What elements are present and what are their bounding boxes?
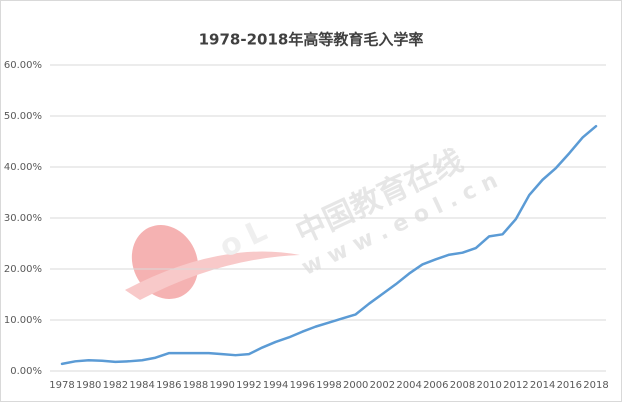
x-tick-label: 2010 bbox=[476, 380, 501, 391]
x-tick-label: 1996 bbox=[290, 380, 315, 391]
x-tick-label: 1986 bbox=[156, 380, 181, 391]
x-tick-label: 2016 bbox=[557, 380, 582, 391]
x-tick-label: 2008 bbox=[450, 380, 475, 391]
x-tick-label: 2004 bbox=[396, 380, 421, 391]
x-tick-label: 2018 bbox=[583, 380, 608, 391]
chart-title: 1978-2018年高等教育毛入学率 bbox=[199, 31, 424, 49]
x-tick-label: 1992 bbox=[236, 380, 261, 391]
x-tick-label: 1982 bbox=[103, 380, 128, 391]
x-tick-label: 2012 bbox=[503, 380, 528, 391]
x-tick-label: 1984 bbox=[129, 380, 154, 391]
x-tick-label: 1994 bbox=[263, 380, 288, 391]
x-tick-label: 1988 bbox=[183, 380, 208, 391]
x-tick-label: 2000 bbox=[343, 380, 368, 391]
y-tick-label: 20.00% bbox=[4, 264, 42, 275]
y-tick-label: 40.00% bbox=[4, 162, 42, 173]
y-tick-label: 0.00% bbox=[10, 366, 42, 377]
x-tick-label: 2002 bbox=[370, 380, 395, 391]
y-tick-label: 50.00% bbox=[4, 111, 42, 122]
watermark-logo: o L bbox=[125, 213, 300, 300]
x-tick-label: 2014 bbox=[530, 380, 555, 391]
x-tick-label: 1980 bbox=[76, 380, 101, 391]
y-tick-label: 60.00% bbox=[4, 60, 42, 71]
y-tick-label: 30.00% bbox=[4, 213, 42, 224]
x-tick-label: 1998 bbox=[316, 380, 341, 391]
x-tick-label: 1990 bbox=[209, 380, 234, 391]
x-tick-label: 2006 bbox=[423, 380, 448, 391]
y-tick-label: 10.00% bbox=[4, 315, 42, 326]
x-tick-label: 1978 bbox=[49, 380, 74, 391]
data-line bbox=[60, 124, 598, 366]
